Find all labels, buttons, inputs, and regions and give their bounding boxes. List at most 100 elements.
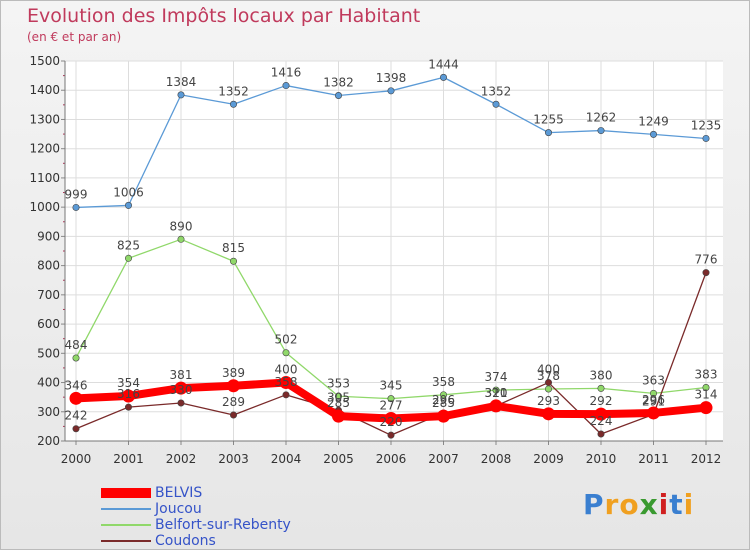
data-label-joucou: 1249	[638, 114, 669, 128]
data-label-belfort-sur-rebenty: 363	[642, 373, 665, 387]
x-tick-label: 2010	[586, 452, 617, 466]
data-point-belfort-sur-rebenty	[544, 385, 552, 393]
data-label-joucou: 1006	[113, 185, 144, 199]
y-tick-label: 300	[37, 405, 60, 419]
data-label-belvis: 314	[695, 388, 718, 402]
x-tick-label: 2001	[113, 452, 144, 466]
y-tick-label: 700	[37, 288, 60, 302]
legend-swatch-coudons	[101, 540, 151, 542]
y-tick-label: 800	[37, 259, 60, 273]
y-tick-label: 1000	[29, 200, 60, 214]
legend-swatch-joucou	[101, 508, 151, 510]
x-tick-label: 2005	[323, 452, 354, 466]
y-tick-label: 1300	[29, 112, 60, 126]
data-point-belvis	[437, 409, 450, 423]
data-label-belfort-sur-rebenty: 380	[590, 368, 613, 382]
x-tick-label: 2000	[61, 452, 92, 466]
data-point-joucou	[230, 100, 238, 108]
data-label-joucou: 1382	[323, 75, 354, 89]
data-label-belvis: 296	[642, 393, 665, 407]
data-label-coudons: 289	[222, 395, 245, 409]
data-label-belvis: 292	[590, 394, 613, 408]
chart-title: Evolution des Impôts locaux par Habitant	[27, 5, 421, 27]
y-tick-label: 1400	[29, 83, 60, 97]
data-label-belvis: 277	[380, 398, 403, 412]
data-point-belfort-sur-rebenty	[125, 254, 133, 262]
legend-swatch-belvis	[101, 488, 151, 498]
data-point-belvis	[542, 407, 555, 421]
data-label-belfort-sur-rebenty: 815	[222, 241, 245, 255]
data-point-belvis	[69, 391, 83, 405]
data-point-coudons	[125, 403, 133, 411]
data-label-joucou: 999	[65, 187, 88, 201]
data-point-belvis	[594, 407, 608, 421]
x-tick-label: 2011	[638, 452, 669, 466]
x-tick-label: 2002	[166, 452, 197, 466]
data-label-belfort-sur-rebenty: 890	[170, 219, 193, 233]
logo-letter: o	[619, 488, 640, 521]
data-label-coudons: 305	[327, 390, 350, 404]
x-tick-label: 2008	[481, 452, 512, 466]
data-point-joucou	[597, 127, 605, 135]
data-point-belvis	[489, 399, 503, 413]
x-tick-label: 2006	[376, 452, 407, 466]
data-label-coudons: 242	[65, 409, 88, 423]
data-point-coudons	[230, 411, 238, 419]
data-label-coudons: 400	[537, 363, 560, 377]
data-point-belvis	[227, 379, 240, 393]
y-tick-label: 900	[37, 229, 60, 243]
x-tick-label: 2003	[218, 452, 249, 466]
data-label-belvis: 400	[275, 363, 298, 377]
data-label-joucou: 1384	[166, 75, 197, 89]
data-label-belvis: 389	[222, 366, 245, 380]
legend-label-belvis: BELVIS	[155, 485, 203, 501]
data-label-belfort-sur-rebenty: 353	[327, 376, 350, 390]
data-point-joucou	[492, 100, 500, 108]
data-label-joucou: 1235	[691, 118, 722, 132]
data-point-belvis	[384, 411, 398, 425]
data-label-belfort-sur-rebenty: 383	[695, 368, 718, 382]
data-point-belfort-sur-rebenty	[177, 235, 185, 243]
y-tick-label: 200	[37, 434, 60, 448]
data-point-joucou	[649, 130, 657, 138]
data-point-joucou	[702, 134, 710, 142]
data-label-coudons: 316	[117, 387, 140, 401]
data-label-coudons: 320	[485, 386, 508, 400]
data-point-coudons	[387, 431, 395, 439]
data-point-joucou	[439, 73, 447, 81]
data-point-coudons	[282, 391, 290, 399]
logo-letter: i	[683, 488, 695, 521]
data-point-belfort-sur-rebenty	[387, 395, 395, 403]
y-tick-label: 1200	[29, 142, 60, 156]
data-point-belfort-sur-rebenty	[702, 384, 710, 392]
data-label-belfort-sur-rebenty: 484	[65, 338, 88, 352]
legend-label-coudons: Coudons	[155, 533, 216, 549]
data-point-belvis	[122, 389, 135, 403]
data-point-belfort-sur-rebenty	[334, 392, 342, 400]
y-tick-label: 400	[37, 376, 60, 390]
data-point-belfort-sur-rebenty	[230, 257, 238, 265]
data-label-coudons: 220	[380, 415, 403, 429]
data-point-belfort-sur-rebenty	[72, 354, 80, 362]
data-label-belvis: 381	[170, 368, 193, 382]
data-label-belvis: 285	[327, 396, 350, 410]
data-point-belfort-sur-rebenty	[282, 349, 290, 357]
data-point-belvis	[279, 376, 293, 390]
data-label-belvis: 285	[432, 396, 455, 410]
data-point-joucou	[125, 201, 133, 209]
data-point-joucou	[334, 91, 342, 99]
data-point-joucou	[72, 203, 80, 211]
data-label-coudons: 358	[275, 375, 298, 389]
data-point-joucou	[282, 82, 290, 90]
y-tick-label: 1100	[29, 171, 60, 185]
y-tick-label: 1500	[29, 54, 60, 68]
x-tick-label: 2004	[271, 452, 302, 466]
data-label-coudons: 224	[590, 414, 613, 428]
plot-area	[65, 61, 723, 441]
data-point-joucou	[544, 129, 552, 137]
legend-swatch-belfort-sur-rebenty	[101, 524, 151, 526]
data-label-coudons: 296	[432, 393, 455, 407]
data-point-belvis	[699, 401, 713, 415]
data-label-joucou: 1398	[376, 71, 407, 85]
